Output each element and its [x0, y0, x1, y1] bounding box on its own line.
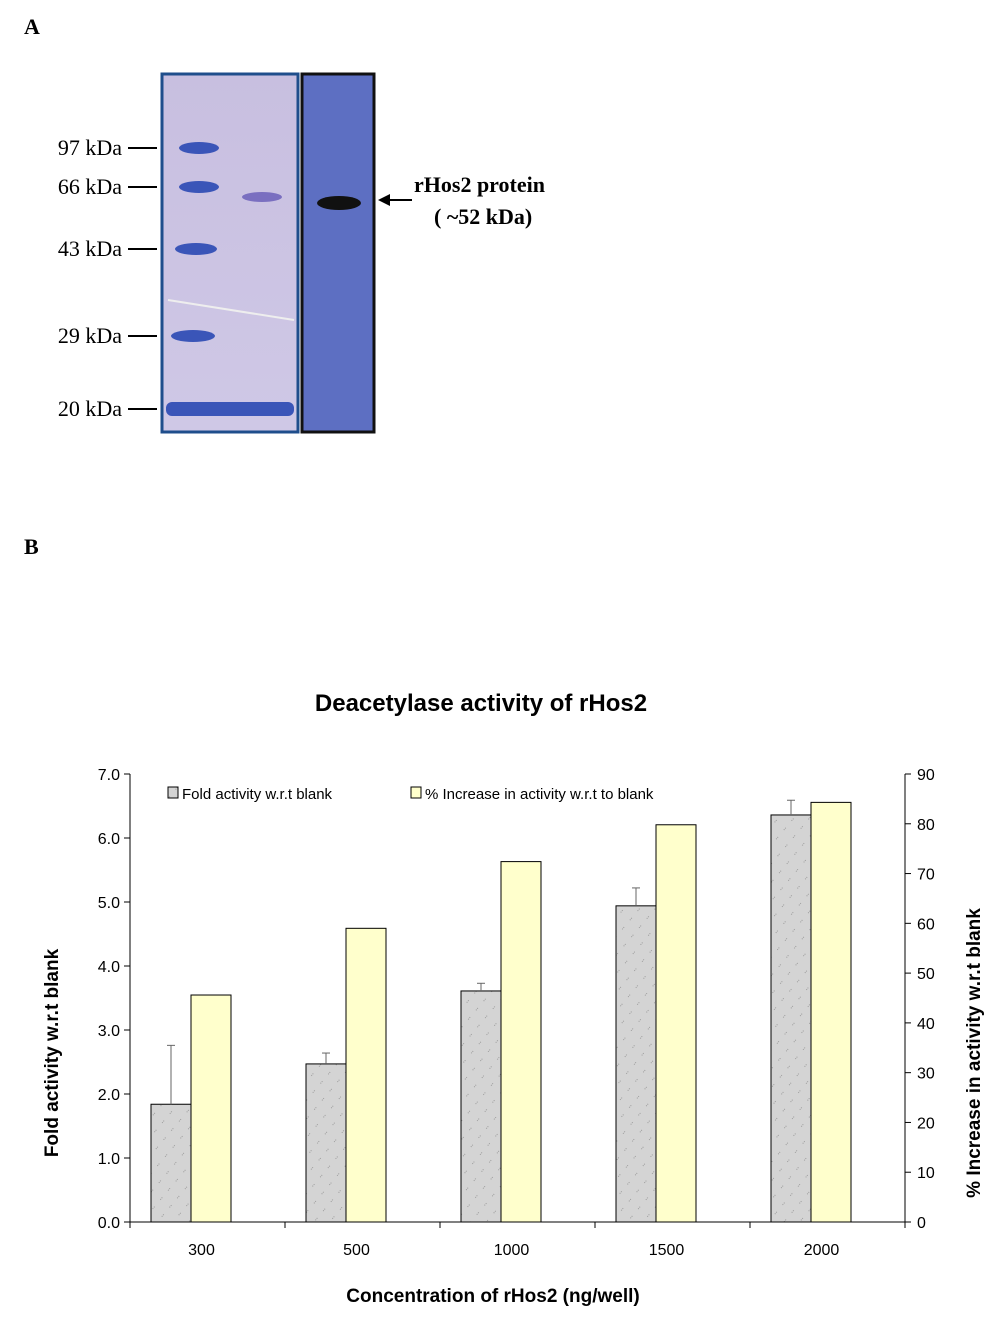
panel-label: A	[24, 14, 40, 39]
y2-tick-label: 40	[917, 1016, 935, 1033]
y2-axis-title: % Increase in activity w.r.t blank	[964, 908, 985, 1198]
x-tick-label: 1500	[649, 1242, 685, 1259]
x-axis-title: Concentration of rHos2 (ng/well)	[346, 1286, 639, 1307]
y2-tick-label: 30	[917, 1066, 935, 1083]
bar	[810, 801, 852, 1223]
chart-title: Deacetylase activity of rHos2	[315, 690, 647, 717]
legend-swatch	[167, 786, 179, 799]
y-tick-label: 4.0	[98, 959, 120, 976]
y-tick-label: 1.0	[98, 1151, 120, 1168]
y-tick-label: 6.0	[98, 831, 120, 848]
y-axis-title: Fold activity w.r.t blank	[42, 948, 63, 1157]
bar	[190, 994, 232, 1223]
x-tick-label: 1000	[494, 1242, 530, 1259]
x-tick-label: 500	[343, 1242, 370, 1259]
y2-tick-label: 90	[917, 767, 935, 784]
y2-tick-label: 70	[917, 867, 935, 884]
y2-tick-label: 50	[917, 966, 935, 983]
gel	[160, 72, 376, 434]
x-tick-label: 300	[188, 1242, 215, 1259]
y2-tick-label: 20	[917, 1115, 935, 1132]
legend-label: Fold activity w.r.t blank	[182, 786, 333, 803]
annotation: rHos2 protein	[414, 172, 545, 197]
bar	[460, 990, 502, 1223]
y-tick-label: 3.0	[98, 1023, 120, 1040]
y2-tick-label: 0	[917, 1215, 926, 1232]
y2-tick-label: 60	[917, 916, 935, 933]
marker-label: 97 kDa	[58, 135, 122, 160]
legend-label: % Increase in activity w.r.t to blank	[425, 786, 654, 803]
bar	[305, 1063, 347, 1223]
y-tick-label: 0.0	[98, 1215, 120, 1232]
annotation: ( ~52 kDa)	[434, 204, 532, 229]
bar	[150, 1103, 192, 1223]
marker-label: 29 kDa	[58, 323, 122, 348]
marker-label: 66 kDa	[58, 174, 122, 199]
y-tick-label: 2.0	[98, 1087, 120, 1104]
y-tick-label: 7.0	[98, 767, 120, 784]
y-tick-label: 5.0	[98, 895, 120, 912]
y2-tick-label: 10	[917, 1165, 935, 1182]
bar	[655, 824, 697, 1223]
arrow-head	[378, 194, 390, 206]
bar	[770, 814, 812, 1223]
marker-label: 43 kDa	[58, 236, 122, 261]
bar	[500, 861, 542, 1223]
panel-label: B	[24, 534, 39, 559]
bar	[615, 905, 657, 1223]
legend-swatch	[410, 786, 422, 799]
bar	[345, 927, 387, 1223]
marker-label: 20 kDa	[58, 396, 122, 421]
x-tick-label: 2000	[804, 1242, 840, 1259]
y2-tick-label: 80	[917, 817, 935, 834]
